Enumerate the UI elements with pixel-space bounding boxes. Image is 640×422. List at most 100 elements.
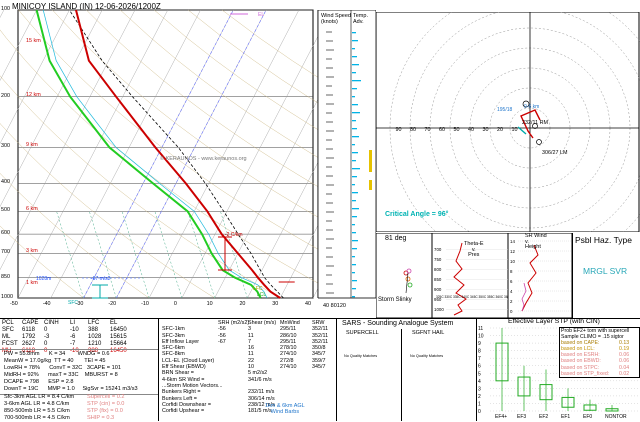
srw-ytick: 4: [510, 289, 513, 294]
table-row: Bunkers Left = 306/14 m/s: [162, 396, 342, 402]
lapse-rates: Sfc-3km AGL LR = 8.4 C/km 3-6km AGL LR = …: [4, 394, 74, 422]
divider: [158, 318, 159, 421]
divider: [336, 318, 337, 421]
table-cell: 22: [248, 357, 254, 364]
stp-prob-line: based on CAPE: 0.13: [561, 340, 629, 346]
isotherm: [280, 224, 318, 299]
wind-speed-bar: [352, 64, 359, 66]
hodograph: 10 20 30 40 50 60 70 80 90 232/11 RM 306/27 LM 0-6 …: [376, 12, 640, 232]
stp-prob-value: 0.06: [619, 352, 630, 359]
thetae-ytick: 850: [434, 277, 442, 282]
sars-nomatch-2: No Quality Matches: [410, 354, 444, 358]
table-cell: Eff Shear (EBWD): [162, 364, 206, 371]
table-row: FCST 2627 0 -7 1210 15664: [2, 341, 136, 348]
stp-ytick: 4: [478, 379, 481, 385]
temperature-tick: 20: [239, 301, 246, 307]
table-cell: ...Storm Motion Vectors...: [162, 382, 223, 389]
stp-prob-value: 0.06: [619, 358, 630, 365]
stp-ytick: 0: [478, 409, 481, 415]
dry-adiabat: [0, 225, 84, 299]
wind-speed-bar: [352, 224, 355, 226]
mixing-ratio-line: [187, 211, 215, 299]
stp-prob-line: Prob EF2+ torn with supercell: [561, 328, 630, 334]
table-row: Corfidi Downshear = 238/12 m/s: [162, 402, 342, 408]
table-cell: 341/6 m/s: [248, 376, 272, 383]
table-cell: -3: [44, 334, 50, 341]
height-tick: 15 km: [26, 37, 41, 44]
storm-slinky: [376, 233, 432, 318]
height-tick: 9 km: [26, 142, 38, 149]
storm-slinky-title: 81 deg: [385, 235, 407, 242]
wind-speed-bar: [352, 288, 356, 290]
table-cell: 306/14 m/s: [248, 395, 275, 402]
wind-speed-bar: [352, 216, 357, 218]
temperature-tick: -50: [10, 301, 18, 307]
srw-ytick: 10: [510, 259, 515, 264]
temperature-tick: 40: [305, 301, 311, 307]
srw-ytick: 0: [510, 309, 513, 314]
hodo-tick: 80: [410, 127, 416, 133]
wind-speed-bar: [352, 128, 357, 130]
pressure-tick: 1000: [1, 294, 13, 300]
stp-box: [495, 342, 509, 382]
table-cell: LFC: [88, 320, 100, 326]
stp-prob-line: based on LCL: 0.19: [561, 346, 629, 352]
table-cell: 16: [248, 345, 254, 352]
slinky-vector: [405, 272, 409, 294]
wind-speed-bar: [352, 96, 355, 98]
table-cell: 295/11: [280, 326, 297, 333]
wind-speed-bar: [352, 240, 358, 242]
temp-adv-bar: [369, 150, 372, 172]
table-row: SFC-6km 16 278/10 350/8: [162, 345, 342, 351]
table-row: LCL-EL (Cloud Layer) 22 272/8 359/7: [162, 358, 342, 364]
table-cell: SFC-8km: [162, 351, 185, 358]
hodo-tick: 90: [396, 127, 402, 133]
dry-adiabat: [18, 9, 318, 250]
pressure-tick: 850: [1, 273, 10, 280]
lapse-line: Sfc-3km AGL LR = 8.4 C/km: [4, 394, 75, 400]
height-tick: 1 km: [26, 279, 38, 286]
pressure-tick: 400: [1, 179, 10, 186]
lcl-label: LCL: [257, 292, 266, 298]
temperature-trace: [75, 9, 281, 299]
stp-prob-label: based on EBWD:: [561, 358, 601, 365]
index-line: PW = 55.8mm K = 34 WNDG = 0.6: [4, 351, 110, 357]
thetae-ytick: 800: [434, 267, 442, 272]
table-cell: -56: [218, 326, 226, 333]
stp-prob-line: based on STP_fixed: 0.02: [561, 371, 629, 377]
stp-prob-label: based on LCL:: [561, 346, 595, 353]
indices-block: PW = 55.8mm K = 34 WNDG = 0.6 MeanW = 17.…: [4, 351, 138, 394]
table-cell: FCST: [2, 341, 18, 348]
temperature-tick: 0: [173, 301, 177, 307]
stp-prob-value: 0.19: [619, 346, 630, 353]
table-cell: 238/12 m/s: [248, 401, 275, 408]
stp-category: EF3: [517, 414, 526, 420]
stp-category: EF4+: [495, 414, 507, 420]
table-cell: SRH (m2/s2): [218, 320, 250, 326]
table-cell: 352/11: [312, 338, 329, 345]
hazard-value: MRGL SVR: [583, 266, 628, 276]
table-row: SFC-8km 11 274/10 345/7: [162, 351, 342, 357]
temp-adv-header: Temp. Adv.: [353, 13, 368, 25]
stp-ytick: 10: [478, 334, 484, 340]
table-cell: 181/5 m/s: [248, 408, 272, 415]
table-cell: 345/7: [312, 351, 326, 358]
table-cell: 278/10: [280, 345, 297, 352]
stp-category: EF2: [539, 414, 548, 420]
pressure-tick: 200: [1, 92, 10, 99]
mixing-ratio-line: [56, 211, 84, 299]
watermark: © KERAUNOS - www.keraunos.org: [160, 155, 247, 162]
table-cell: MnWind: [280, 320, 300, 326]
dewpoint-trace: [35, 9, 262, 299]
hodo-tick: 10: [512, 127, 518, 133]
pressure-tick: 500: [1, 207, 10, 214]
wind-speed-bar: [352, 160, 356, 162]
wind-barbs-legend: 1km & 6km AGL Wind Barbs: [265, 403, 305, 415]
wind-speed-bar: [352, 136, 359, 138]
table-cell: 0: [44, 327, 48, 334]
composite-indices: Supercell = 0.2 STP (cin) = 0.0 STP (fix) …: [87, 394, 124, 422]
table-row: Eff Inflow Layer -67 7 295/11 352/11: [162, 339, 342, 345]
wind-speed-bar: [352, 40, 358, 42]
wind-speed-bar: [352, 168, 360, 170]
stp-ytick: 7: [478, 356, 481, 362]
